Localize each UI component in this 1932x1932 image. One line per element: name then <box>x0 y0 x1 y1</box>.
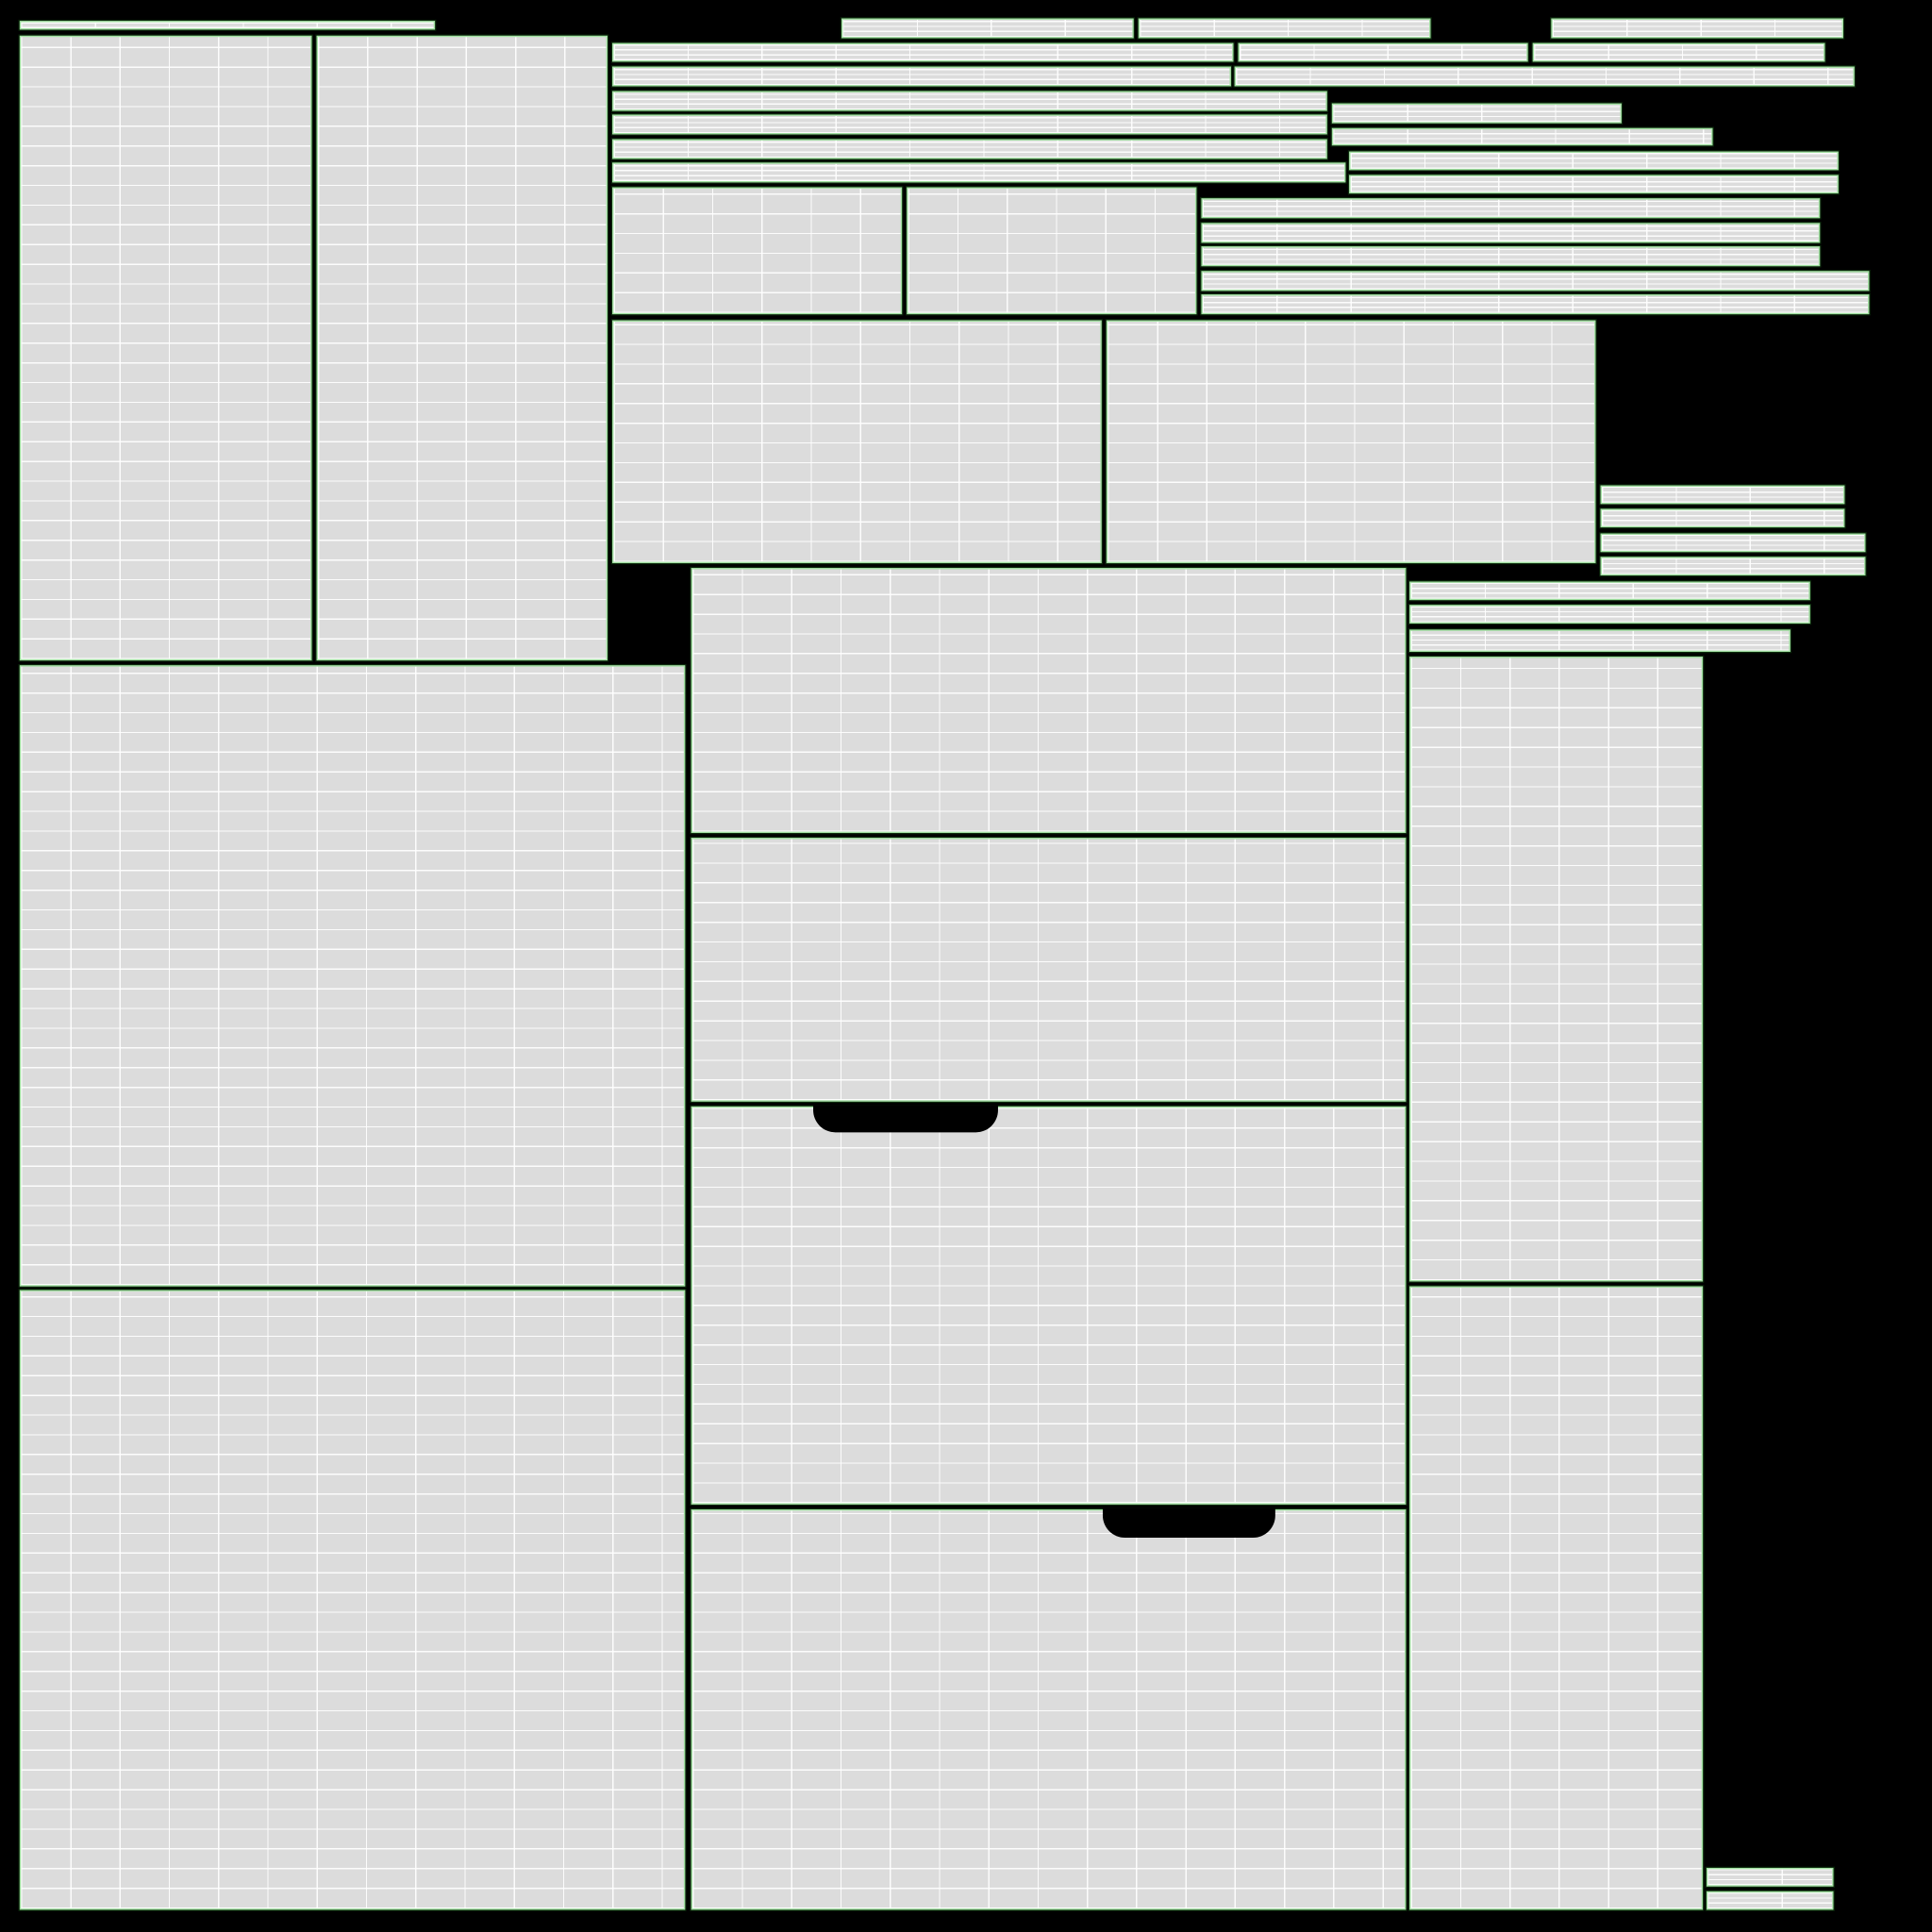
uv-strip-island <box>1706 1890 1834 1910</box>
uv-strip-island <box>612 139 1327 159</box>
uv-strip-island <box>1234 66 1855 87</box>
uv-strip-island <box>1600 508 1845 528</box>
uv-strip-island <box>612 42 1234 62</box>
uv-strip-island <box>1349 151 1839 171</box>
uv-panel-island <box>316 35 608 661</box>
uv-panel-island <box>19 35 312 661</box>
uv-strip-island <box>612 114 1327 135</box>
uv-panel-island <box>1106 320 1596 563</box>
uv-strip-island <box>841 18 1134 39</box>
uv-strip-island <box>1600 485 1845 505</box>
uv-strip-island <box>1532 42 1825 62</box>
uv-strip-island <box>19 21 436 30</box>
uv-strip-island <box>1409 581 1810 601</box>
uv-strip-island <box>1409 605 1810 624</box>
uv-panel-island <box>1409 657 1704 1282</box>
uv-panel-island <box>691 1508 1407 1910</box>
uv-strip-island <box>1331 127 1713 146</box>
uv-panel-island <box>691 838 1407 1102</box>
uv-strip-island <box>1138 18 1431 39</box>
uv-strip-island <box>1706 1868 1834 1887</box>
uv-cutout-notch <box>813 1105 998 1133</box>
uv-strip-island <box>1600 533 1866 553</box>
uv-panel-island <box>1409 1286 1704 1910</box>
uv-strip-island <box>1201 198 1821 219</box>
uv-strip-island <box>612 162 1346 183</box>
uv-strip-island <box>1600 557 1866 575</box>
uv-strip-island <box>612 91 1327 111</box>
uv-strip-island <box>1409 629 1790 652</box>
uv-strip-island <box>612 66 1231 87</box>
uv-cutout-notch <box>1102 1507 1275 1539</box>
uv-panel-island <box>907 187 1197 315</box>
uv-panel-island <box>612 187 903 315</box>
uv-panel-island <box>612 320 1102 563</box>
uv-strip-island <box>1551 18 1843 39</box>
uv-panel-island <box>691 568 1407 833</box>
uv-strip-island <box>1238 42 1528 62</box>
uv-strip-island <box>1201 294 1870 315</box>
uv-strip-island <box>1331 103 1622 124</box>
uv-strip-island <box>1201 246 1821 267</box>
uv-panel-island <box>19 665 686 1287</box>
uv-panel-island <box>691 1106 1407 1505</box>
uv-panel-island <box>19 1290 686 1910</box>
uv-strip-island <box>1349 175 1839 194</box>
uv-strip-island <box>1201 271 1870 291</box>
uv-strip-island <box>1201 223 1821 243</box>
